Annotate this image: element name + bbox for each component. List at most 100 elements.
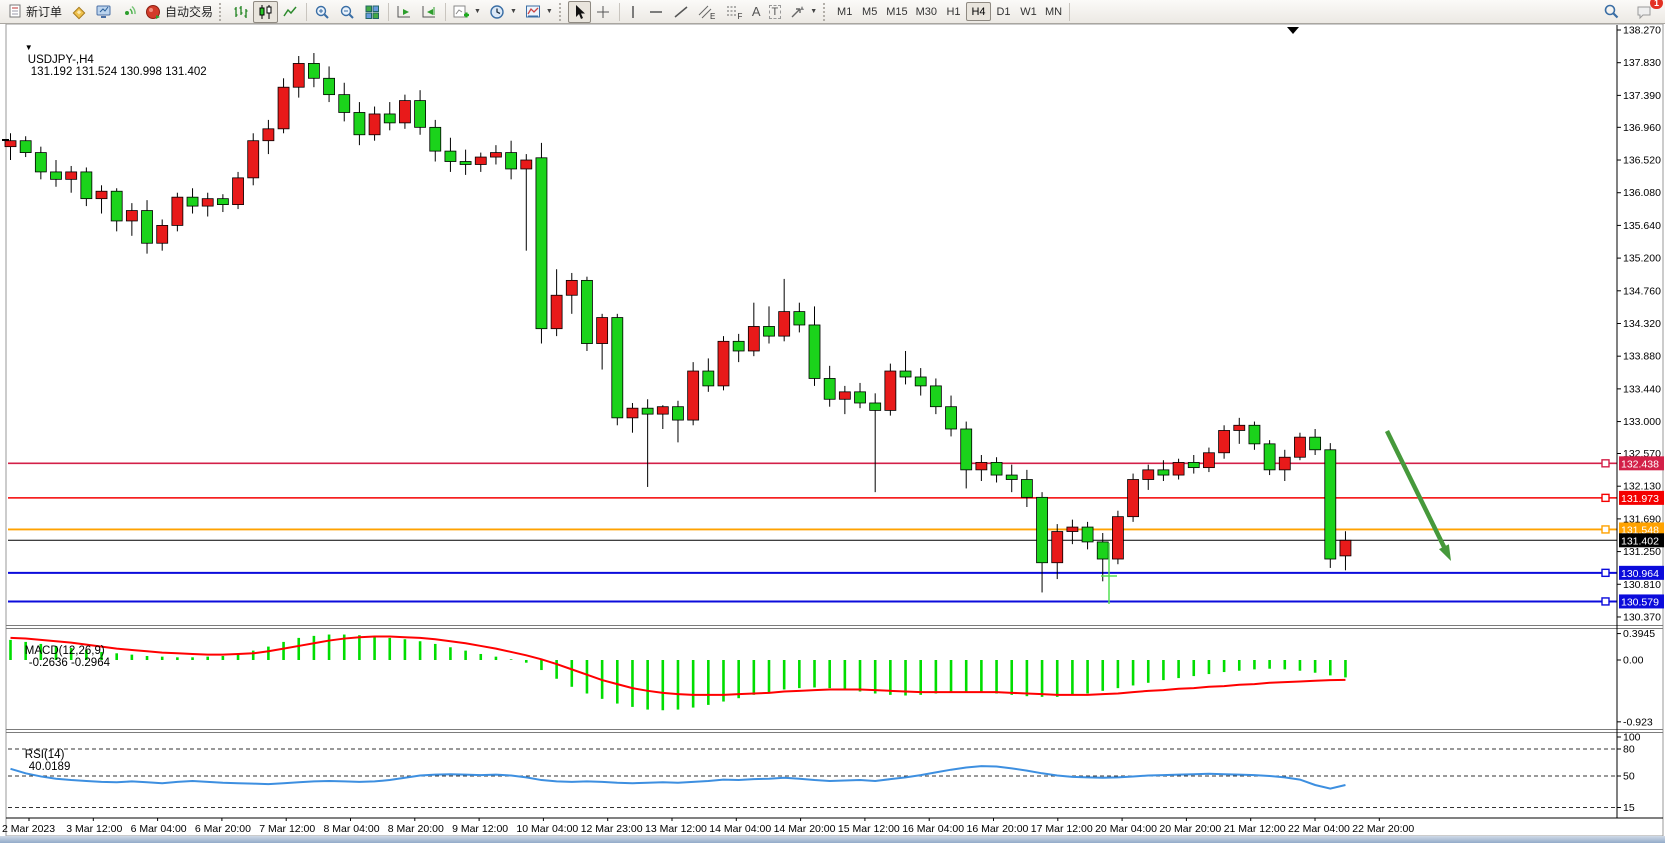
timeframe-m1[interactable]: M1 bbox=[832, 2, 857, 21]
tile-windows-button[interactable] bbox=[360, 1, 385, 23]
candle bbox=[1187, 454, 1200, 474]
line-handle[interactable] bbox=[1601, 493, 1610, 503]
chart-shift-icon bbox=[422, 5, 436, 17]
line-handle[interactable] bbox=[1601, 568, 1610, 578]
new-order-button[interactable]: 新订单 bbox=[4, 1, 66, 23]
candle bbox=[899, 350, 912, 385]
line-handle[interactable] bbox=[1601, 459, 1610, 468]
vertical-line-button[interactable] bbox=[623, 1, 644, 23]
trendline-button[interactable] bbox=[669, 1, 694, 23]
toolbar-grip[interactable] bbox=[823, 2, 828, 21]
time-axis-label: 13 Mar 12:00 bbox=[645, 823, 707, 835]
crosshair-button[interactable] bbox=[591, 1, 616, 23]
candle bbox=[1051, 524, 1064, 580]
horizontal-line-button[interactable] bbox=[644, 1, 669, 23]
templates-button[interactable]: ▼ bbox=[521, 1, 557, 23]
line-chart-button[interactable] bbox=[278, 1, 303, 23]
line-handle[interactable] bbox=[1601, 525, 1610, 534]
autotrading-label: 自动交易 bbox=[165, 5, 214, 19]
market-watch-button[interactable] bbox=[91, 1, 116, 23]
rsi-label: RSI(14) 40.0189 bbox=[12, 737, 71, 785]
candle bbox=[550, 269, 563, 337]
candle bbox=[4, 133, 17, 161]
bar-chart-icon bbox=[234, 5, 248, 18]
candle bbox=[945, 395, 957, 437]
candle bbox=[80, 167, 93, 207]
bar-chart-button[interactable] bbox=[228, 1, 253, 23]
time-axis-label: 2 Mar 2023 bbox=[2, 823, 55, 835]
candle bbox=[323, 66, 335, 103]
candle bbox=[171, 192, 184, 232]
collapse-triangle-icon[interactable]: ▼ bbox=[24, 43, 33, 52]
chart-window-border bbox=[5, 23, 1664, 837]
chart-shift-marker[interactable] bbox=[1287, 27, 1299, 34]
add-indicator-button[interactable]: ▼ bbox=[449, 1, 485, 23]
arrows-button[interactable]: ▼ bbox=[785, 1, 821, 23]
timeframe-mn[interactable]: MN bbox=[1041, 2, 1066, 21]
candle bbox=[19, 136, 32, 158]
candle bbox=[672, 400, 684, 443]
notifications-button[interactable]: 1 bbox=[1632, 0, 1663, 23]
timeframe-h4[interactable]: H4 bbox=[966, 2, 991, 21]
timeframe-m15[interactable]: M15 bbox=[882, 2, 911, 21]
candle bbox=[383, 102, 396, 131]
rsi-pane bbox=[8, 748, 1617, 808]
text-a-icon: A bbox=[751, 4, 761, 19]
auto-scroll-button[interactable] bbox=[392, 1, 417, 23]
toolbar-grip[interactable] bbox=[219, 2, 224, 21]
arrows-icon bbox=[791, 5, 805, 17]
time-axis-labels: 2 Mar 2023 3 Mar 12:00 6 Mar 04:00 6 Mar 20… bbox=[2, 818, 1414, 835]
autotrading-button[interactable]: 自动交易 bbox=[141, 1, 217, 23]
equidistant-channel-button[interactable]: E bbox=[694, 1, 721, 23]
new-order-icon bbox=[9, 4, 21, 18]
annotation-arrowhead[interactable] bbox=[1438, 544, 1451, 561]
candle bbox=[338, 82, 351, 122]
periods-button[interactable]: ▼ bbox=[485, 1, 521, 23]
text-button[interactable]: A bbox=[748, 1, 765, 23]
rsi-value: 40.0189 bbox=[28, 761, 71, 773]
chart-shift-button[interactable] bbox=[417, 1, 442, 23]
signals-button[interactable] bbox=[116, 1, 141, 23]
rsi-tick-label: 80 bbox=[1623, 744, 1635, 756]
candle bbox=[656, 405, 669, 429]
price-tick-label: 132.130 bbox=[1623, 481, 1661, 493]
price-tick-label: 131.250 bbox=[1623, 546, 1661, 558]
rsi-tick-label: 100 bbox=[1623, 732, 1641, 744]
price-tick-label: 130.810 bbox=[1623, 579, 1661, 591]
zoom-in-icon bbox=[315, 5, 329, 19]
search-button[interactable] bbox=[1599, 1, 1624, 23]
indicators-list-button[interactable] bbox=[66, 1, 91, 23]
candle bbox=[141, 200, 153, 254]
fibonacci-button[interactable]: F bbox=[721, 1, 748, 23]
timeframe-h1[interactable]: H1 bbox=[941, 2, 966, 21]
price-tick-label: 133.000 bbox=[1623, 416, 1661, 428]
time-axis-label: 22 Mar 20:00 bbox=[1352, 823, 1414, 835]
candle bbox=[414, 90, 426, 135]
annotation-arrow[interactable] bbox=[1384, 430, 1450, 555]
text-label-button[interactable]: T bbox=[765, 1, 786, 23]
candlestick-chart-button[interactable] bbox=[253, 0, 279, 23]
candle bbox=[747, 302, 760, 357]
zoom-in-button[interactable] bbox=[310, 1, 335, 23]
candle bbox=[1112, 510, 1124, 565]
monitor-icon bbox=[96, 5, 111, 18]
timeframe-w1[interactable]: W1 bbox=[1016, 2, 1041, 21]
toolbar-grip[interactable] bbox=[558, 2, 564, 21]
candle bbox=[1157, 460, 1170, 482]
dropdown-caret-icon: ▼ bbox=[474, 8, 481, 15]
timeframe-m5[interactable]: M5 bbox=[857, 2, 882, 21]
candle bbox=[1127, 473, 1139, 522]
line-handle[interactable] bbox=[1601, 597, 1610, 606]
timeframe-m30[interactable]: M30 bbox=[912, 2, 941, 21]
candle bbox=[262, 119, 275, 155]
candle bbox=[1081, 521, 1094, 550]
time-axis-label: 6 Mar 20:00 bbox=[195, 823, 251, 835]
zoom-out-button[interactable] bbox=[335, 1, 360, 23]
window-bottom-edge bbox=[0, 836, 1665, 843]
candle bbox=[869, 393, 882, 493]
timeframe-d1[interactable]: D1 bbox=[991, 2, 1016, 21]
cursor-button[interactable] bbox=[567, 0, 591, 23]
macd-tick-label: 0.3945 bbox=[1623, 628, 1655, 640]
